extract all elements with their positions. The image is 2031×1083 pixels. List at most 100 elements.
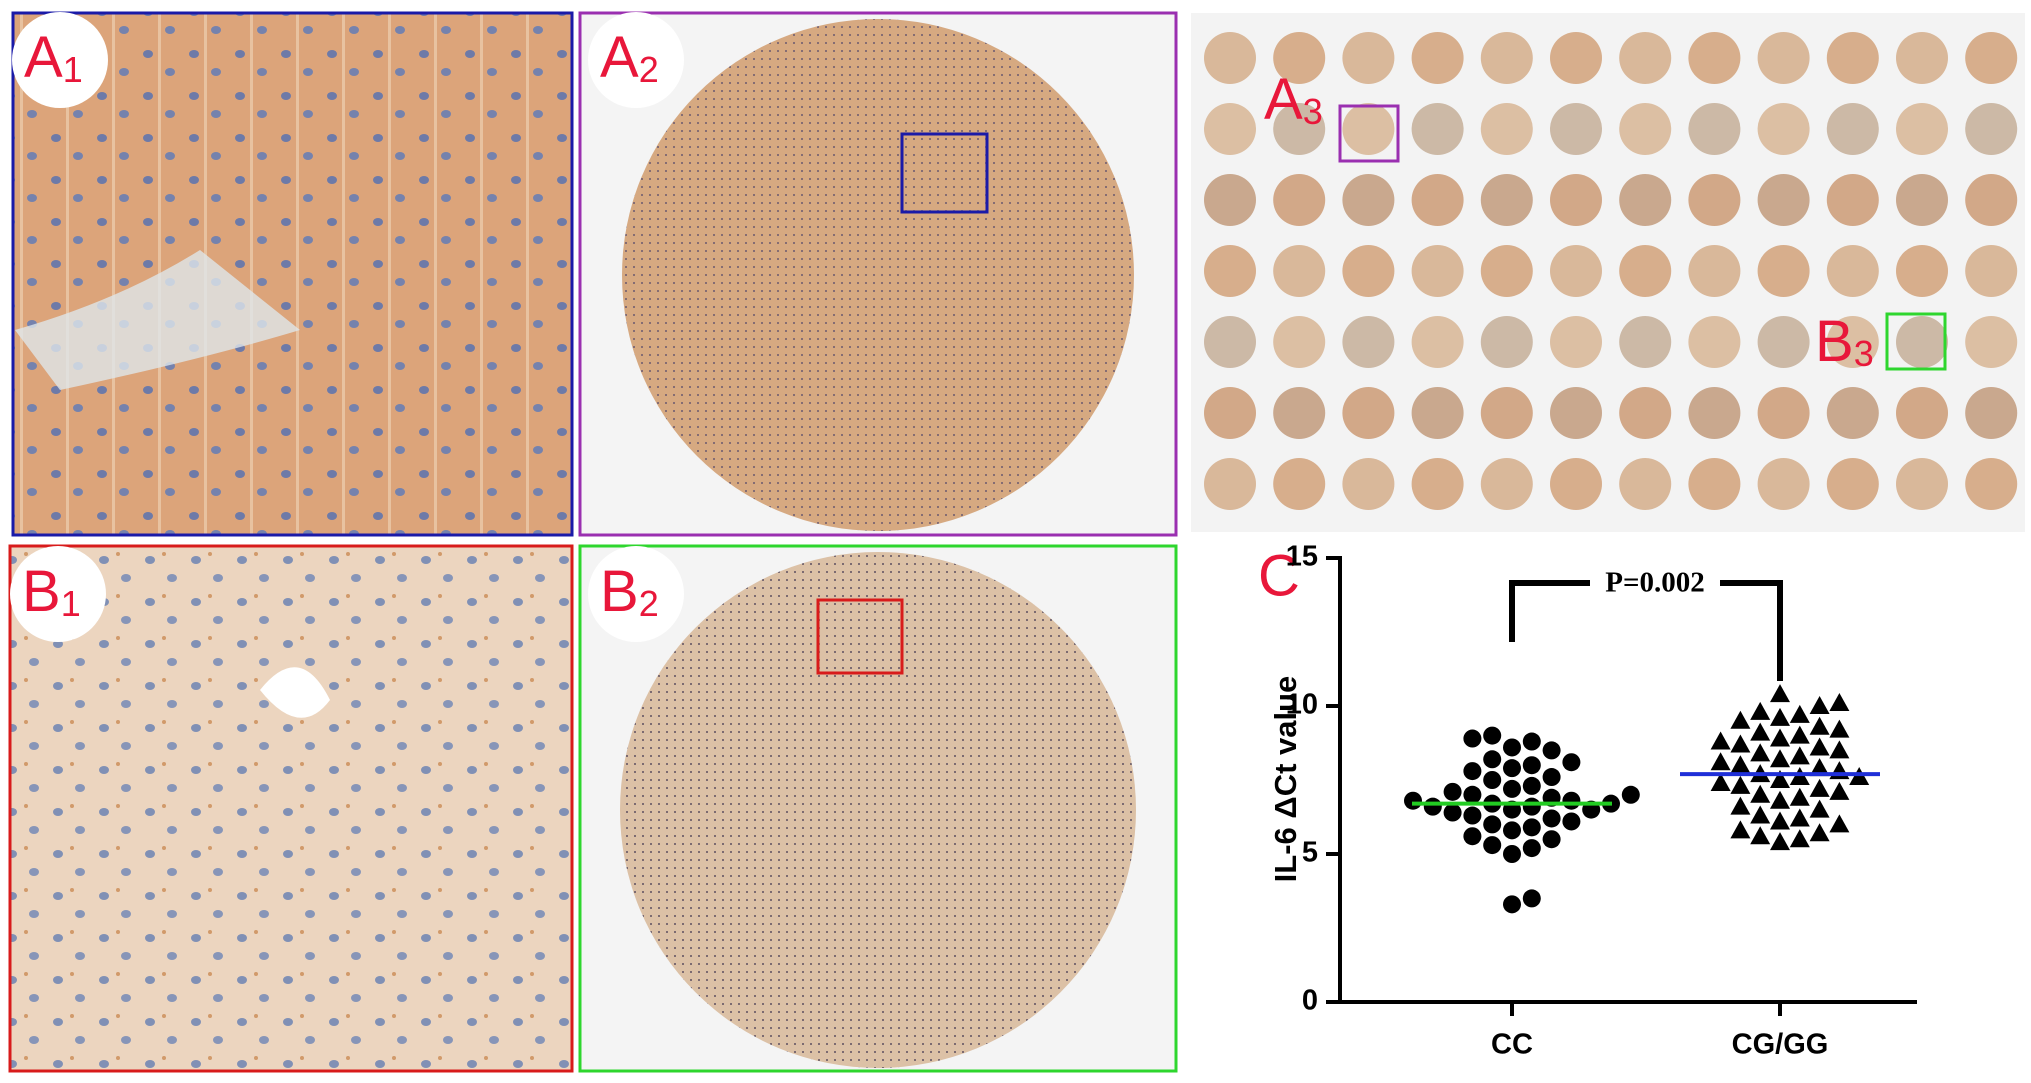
zoom-box xyxy=(1338,104,1400,163)
tissue-core xyxy=(1896,458,1948,510)
data-point xyxy=(1809,716,1830,735)
micrograph xyxy=(11,11,574,537)
tissue-core xyxy=(1688,32,1741,84)
panel-letter: B xyxy=(22,559,61,624)
data-point xyxy=(1770,684,1790,703)
tissue-core xyxy=(1965,32,2018,84)
tissue-core xyxy=(1550,245,1602,297)
data-point xyxy=(1789,808,1810,827)
tissue-core xyxy=(1619,245,1672,297)
chart: 0 5 10 15 CC CG/GG P=0.002 xyxy=(1286,541,1917,1061)
tissue-core xyxy=(1688,316,1741,368)
tissue-core xyxy=(1619,387,1672,439)
data-point xyxy=(1503,821,1521,840)
zoom-box xyxy=(900,132,989,214)
panel-letter: A xyxy=(1264,67,1303,132)
tissue-core xyxy=(1965,387,2018,439)
tissue-core xyxy=(1342,174,1395,226)
tma-grid xyxy=(1204,32,2018,510)
tissue-core xyxy=(1480,387,1533,439)
data-point xyxy=(1789,725,1810,744)
data-point xyxy=(1770,770,1790,788)
data-point xyxy=(1789,746,1810,765)
tissue-core xyxy=(620,552,1136,1068)
data-point xyxy=(1730,775,1751,794)
data-point xyxy=(1463,827,1482,846)
zoom-box xyxy=(1885,312,1947,371)
tissue-core xyxy=(1342,316,1395,368)
data-point xyxy=(1542,741,1561,760)
data-point xyxy=(1522,889,1541,908)
tissue-core xyxy=(1688,387,1741,439)
tissue-core xyxy=(1757,458,1810,510)
tissue-core xyxy=(1619,103,1672,155)
data-point xyxy=(1770,707,1790,726)
tissue-core xyxy=(1342,387,1395,439)
data-point xyxy=(1809,778,1830,797)
tissue-core xyxy=(1204,245,1256,297)
tissue-core xyxy=(1757,174,1810,226)
data-point xyxy=(1404,791,1422,810)
tissue-core xyxy=(1342,103,1395,155)
tissue-core xyxy=(1342,245,1395,297)
data-point xyxy=(1423,797,1442,816)
data-point xyxy=(1710,731,1731,750)
data-point xyxy=(1463,762,1482,781)
tissue-core xyxy=(1965,103,2018,155)
tissue-core xyxy=(1550,316,1602,368)
data-point xyxy=(1770,728,1790,747)
tissue-core xyxy=(1411,316,1464,368)
data-point xyxy=(1730,755,1751,774)
tissue-core xyxy=(1480,174,1533,226)
tissue-core xyxy=(1826,316,1879,368)
data-point xyxy=(1750,743,1771,762)
tissue-core xyxy=(1204,458,1256,510)
tissue-core xyxy=(1826,387,1879,439)
data-point xyxy=(1829,761,1850,780)
data-point xyxy=(1483,836,1502,855)
data-point xyxy=(1750,701,1771,720)
tissue-core xyxy=(1826,458,1879,510)
panel-sub: 3 xyxy=(1854,333,1874,374)
data-point xyxy=(1522,818,1541,837)
panel-letter: B xyxy=(1815,309,1854,374)
tissue-core xyxy=(1411,245,1464,297)
tissue-core xyxy=(1273,32,1326,84)
tissue-core xyxy=(1480,458,1533,510)
tissue-core xyxy=(1965,245,2018,297)
tissue-core xyxy=(1826,245,1879,297)
tissue-core xyxy=(1273,316,1326,368)
data-point xyxy=(1522,797,1541,816)
micrograph xyxy=(8,544,574,1073)
label-bg xyxy=(10,546,106,642)
annotation-bg xyxy=(1590,568,1720,600)
label-bg xyxy=(588,12,684,108)
tissue-core xyxy=(1273,387,1326,439)
tissue-core xyxy=(1896,387,1948,439)
panel-label: C xyxy=(1258,543,1300,608)
data-point xyxy=(1542,809,1561,828)
tissue-core xyxy=(1757,387,1810,439)
tissue-core xyxy=(1619,32,1672,84)
data-point xyxy=(1809,823,1830,842)
label-bg xyxy=(12,12,108,108)
data-point xyxy=(1770,811,1790,830)
tissue-core xyxy=(1273,174,1326,226)
data-point xyxy=(1562,791,1581,810)
tissue-core xyxy=(1411,458,1464,510)
data-point xyxy=(1463,785,1482,804)
data-point xyxy=(1463,729,1482,748)
panel-label: B3 xyxy=(1815,309,1874,374)
tma-slide xyxy=(1191,13,2025,532)
data-point xyxy=(1542,830,1561,849)
tissue-core xyxy=(1688,103,1741,155)
zoom-box xyxy=(816,598,904,675)
data-point xyxy=(1829,814,1850,833)
tissue-core xyxy=(1273,245,1326,297)
tissue-core xyxy=(1204,174,1256,226)
data-point xyxy=(1829,693,1850,712)
data-point xyxy=(1789,787,1810,806)
tissue-core xyxy=(1826,32,1879,84)
tissue-core xyxy=(1757,103,1810,155)
